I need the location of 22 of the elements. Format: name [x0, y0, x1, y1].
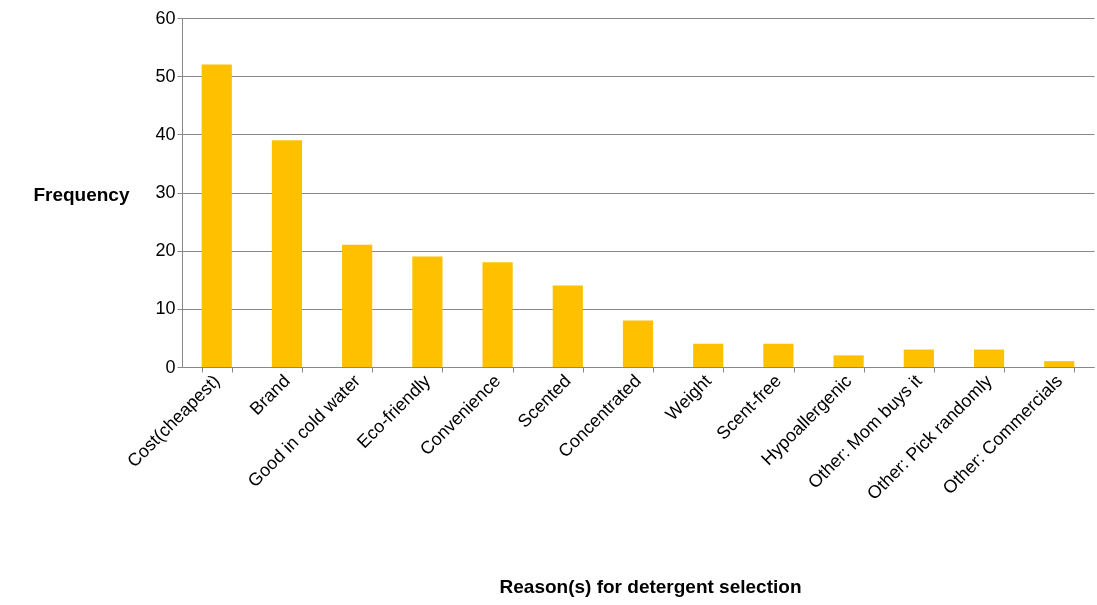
bar — [833, 355, 864, 367]
bar — [763, 343, 794, 367]
bar — [622, 320, 654, 367]
bar — [1044, 361, 1075, 367]
y-tick-label: 0 — [165, 356, 176, 377]
bar — [482, 262, 513, 367]
bar — [271, 140, 303, 367]
bar — [973, 349, 1005, 367]
y-tick-label: 30 — [155, 182, 176, 202]
bar — [693, 343, 724, 367]
bar — [903, 349, 934, 367]
y-tick-label: 60 — [155, 7, 176, 28]
bar — [412, 256, 443, 367]
bar — [201, 64, 232, 367]
bar — [342, 244, 373, 367]
y-tick-label: 10 — [155, 298, 176, 319]
y-tick-label: 50 — [155, 65, 176, 86]
y-axis-title: Frequency — [33, 183, 130, 205]
bar — [552, 285, 583, 367]
y-tick-label: 40 — [155, 123, 176, 144]
x-axis-title: Reason(s) for detergent selection — [499, 575, 802, 597]
y-tick-label: 20 — [155, 240, 176, 261]
